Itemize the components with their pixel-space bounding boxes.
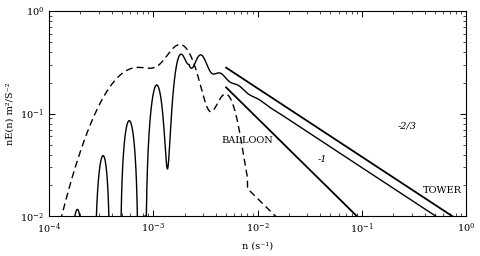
- Text: -2/3: -2/3: [397, 122, 416, 131]
- Text: TOWER: TOWER: [421, 186, 460, 195]
- X-axis label: n (s⁻¹): n (s⁻¹): [241, 241, 273, 250]
- Y-axis label: nE(n) m²/S⁻²: nE(n) m²/S⁻²: [6, 82, 14, 145]
- Text: -1: -1: [317, 155, 327, 164]
- Text: BALLOON: BALLOON: [221, 136, 273, 145]
